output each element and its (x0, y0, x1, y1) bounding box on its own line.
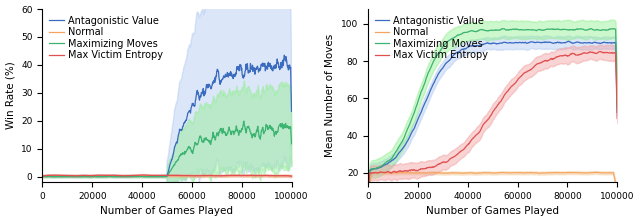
Maximizing Moves (54, 175, 62, 178)
Line: Normal: Normal (42, 175, 292, 176)
Normal (613, 190, 621, 192)
Antagonistic Value (38, 175, 46, 178)
Normal (380, 171, 387, 174)
Maximizing Moves (288, 143, 296, 145)
Maximizing Moves (610, 27, 618, 30)
Normal (523, 171, 531, 174)
Maximizing Moves (38, 175, 46, 178)
Maximizing Moves (515, 28, 523, 31)
Normal (38, 175, 46, 177)
Max Victim Entropy (198, 174, 205, 177)
Antagonistic Value (523, 42, 531, 44)
Maximizing Moves (240, 120, 248, 123)
Max Victim Entropy (523, 71, 531, 73)
Line: Maximizing Moves: Maximizing Moves (368, 29, 617, 191)
Antagonistic Value (197, 94, 205, 96)
Maximizing Moves (579, 28, 586, 30)
Max Victim Entropy (138, 174, 146, 176)
Line: Max Victim Entropy: Max Victim Entropy (368, 52, 617, 191)
Normal (593, 171, 601, 174)
Max Victim Entropy (553, 56, 561, 58)
Max Victim Entropy (184, 174, 191, 177)
Normal (509, 171, 516, 174)
Max Victim Entropy (228, 174, 236, 177)
Normal (515, 171, 523, 174)
Line: Maximizing Moves: Maximizing Moves (42, 121, 292, 176)
Antagonistic Value (183, 115, 191, 118)
Antagonistic Value (253, 68, 260, 70)
Normal (104, 174, 111, 177)
X-axis label: Number of Games Played: Number of Games Played (426, 206, 559, 216)
Maximizing Moves (509, 28, 516, 30)
Antagonistic Value (564, 40, 572, 43)
Max Victim Entropy (364, 190, 372, 193)
Normal (54, 174, 61, 177)
Normal (198, 174, 205, 177)
Normal (553, 171, 561, 174)
Normal (288, 174, 296, 177)
Normal (228, 174, 236, 177)
Antagonistic Value (227, 72, 235, 74)
Maximizing Moves (613, 103, 621, 106)
Maximizing Moves (523, 28, 531, 31)
Antagonistic Value (54, 175, 61, 178)
Max Victim Entropy (190, 174, 198, 177)
Line: Antagonistic Value: Antagonistic Value (42, 55, 292, 176)
Max Victim Entropy (515, 76, 523, 79)
Antagonistic Value (364, 189, 372, 192)
Max Victim Entropy (253, 174, 261, 177)
Max Victim Entropy (38, 175, 46, 177)
Max Victim Entropy (509, 84, 516, 87)
Line: Max Victim Entropy: Max Victim Entropy (42, 175, 292, 176)
Maximizing Moves (228, 132, 236, 135)
Max Victim Entropy (288, 175, 296, 177)
Legend: Antagonistic Value, Normal, Maximizing Moves, Max Victim Entropy: Antagonistic Value, Normal, Maximizing M… (373, 14, 490, 62)
Maximizing Moves (553, 28, 561, 31)
Normal (364, 189, 372, 192)
Normal (579, 172, 586, 174)
Normal (253, 174, 261, 177)
Legend: Antagonistic Value, Normal, Maximizing Moves, Max Victim Entropy: Antagonistic Value, Normal, Maximizing M… (47, 14, 164, 62)
Max Victim Entropy (54, 174, 61, 177)
Antagonistic Value (280, 54, 288, 56)
Maximizing Moves (198, 138, 205, 140)
Maximizing Moves (364, 189, 372, 192)
Normal (184, 174, 191, 177)
Max Victim Entropy (579, 52, 586, 55)
Antagonistic Value (579, 42, 587, 44)
Antagonistic Value (380, 165, 387, 167)
Maximizing Moves (190, 146, 198, 148)
Antagonistic Value (288, 110, 296, 113)
Antagonistic Value (515, 41, 523, 44)
Antagonistic Value (613, 111, 621, 114)
Maximizing Moves (40, 175, 48, 178)
Antagonistic Value (190, 104, 198, 107)
Antagonistic Value (553, 41, 561, 44)
Line: Normal: Normal (368, 172, 617, 191)
Y-axis label: Mean Number of Moves: Mean Number of Moves (326, 34, 335, 157)
Y-axis label: Win Rate (%): Win Rate (%) (6, 62, 15, 129)
Maximizing Moves (184, 148, 191, 151)
X-axis label: Number of Games Played: Number of Games Played (100, 206, 234, 216)
Normal (271, 175, 279, 178)
Max Victim Entropy (596, 50, 604, 53)
Maximizing Moves (253, 126, 261, 129)
Maximizing Moves (380, 163, 387, 166)
Normal (190, 175, 198, 177)
Antagonistic Value (509, 42, 516, 44)
Line: Antagonistic Value: Antagonistic Value (368, 41, 617, 190)
Max Victim Entropy (613, 117, 621, 120)
Max Victim Entropy (380, 171, 387, 174)
